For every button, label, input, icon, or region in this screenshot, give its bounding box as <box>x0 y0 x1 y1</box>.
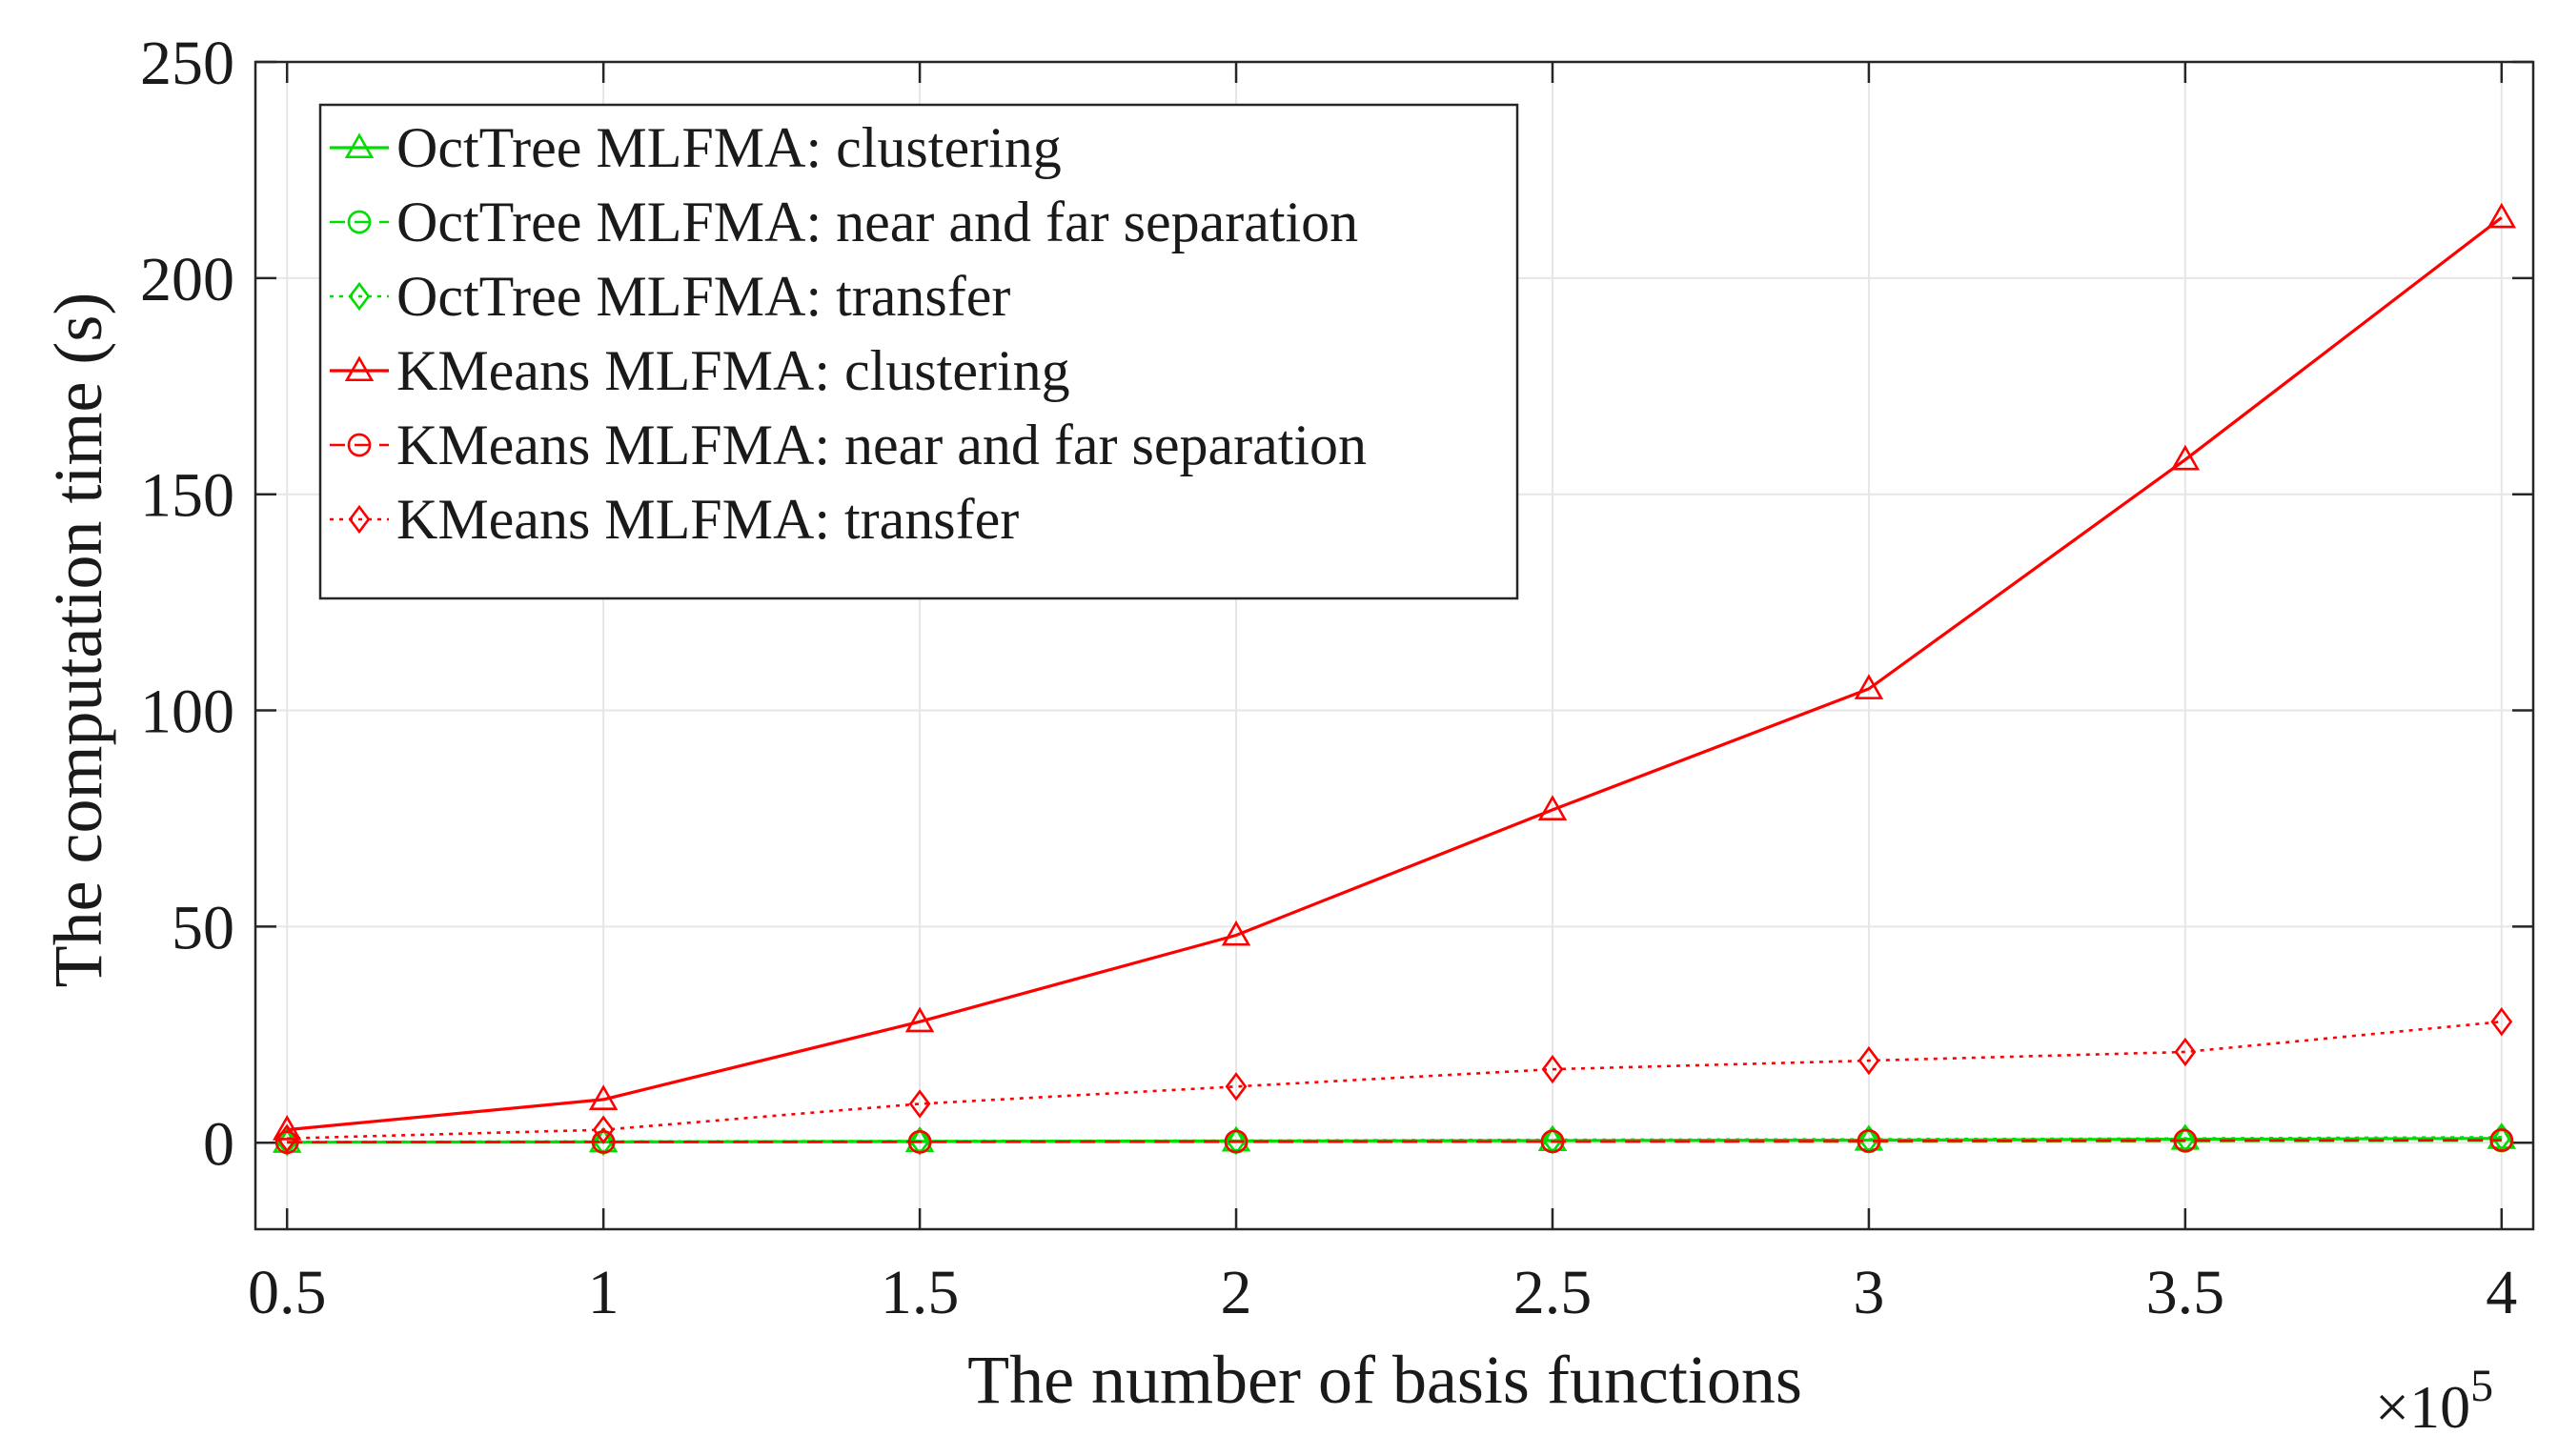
legend-label: KMeans MLFMA: clustering <box>396 339 1070 402</box>
data-point <box>1857 1129 1881 1153</box>
legend-entry: KMeans MLFMA: transfer <box>330 488 1019 551</box>
legend-marker <box>344 132 375 159</box>
y-tick-label: 250 <box>140 29 234 98</box>
x-tick-label: 4 <box>2486 1258 2517 1327</box>
data-point <box>275 1127 298 1157</box>
series-3 <box>272 202 2517 1141</box>
x-tick-label: 3 <box>1853 1258 1884 1327</box>
series-5 <box>275 1007 2513 1153</box>
data-point <box>588 1084 619 1110</box>
data-point <box>908 1089 931 1119</box>
legend-entry: OctTree MLFMA: near and far separation <box>330 191 1358 253</box>
data-point <box>2173 1128 2198 1153</box>
legend-label: KMeans MLFMA: near and far separation <box>396 414 1367 476</box>
x-tick-label: 2 <box>1221 1258 1252 1327</box>
data-point <box>1224 1129 1249 1154</box>
x-tick-label: 0.5 <box>248 1258 327 1327</box>
legend-marker <box>348 281 371 312</box>
data-point <box>2174 1037 2197 1067</box>
data-point <box>1541 1054 1564 1084</box>
data-point <box>1225 1072 1248 1102</box>
data-point <box>904 1006 935 1033</box>
data-point <box>2490 1007 2513 1037</box>
y-tick-label: 50 <box>172 893 234 962</box>
y-tick-label: 200 <box>140 245 234 314</box>
series-line <box>287 1136 2502 1143</box>
series-line <box>287 1139 2502 1144</box>
series-4 <box>274 1128 2514 1155</box>
series-line <box>287 216 2503 1132</box>
data-series <box>272 202 2517 1157</box>
x-tick-label: 1 <box>588 1258 619 1327</box>
x-axis-title: The number of basis functions <box>967 1342 1802 1418</box>
x-tick-label: 1.5 <box>881 1258 960 1327</box>
x-axis-multiplier-exponent: 5 <box>2470 1361 2493 1411</box>
x-tick-label: 3.5 <box>2146 1258 2225 1327</box>
data-point <box>1221 920 1251 946</box>
plot-area-frame <box>254 60 2535 1231</box>
data-point <box>2170 444 2201 471</box>
legend-entry: KMeans MLFMA: clustering <box>330 339 1070 402</box>
data-point <box>591 1130 616 1154</box>
data-point <box>592 1126 615 1157</box>
data-point <box>272 1115 302 1141</box>
y-tick-label: 100 <box>140 677 234 747</box>
data-point <box>1854 674 1884 699</box>
data-point <box>1537 795 1568 820</box>
data-point <box>588 1126 619 1153</box>
legend-entry: OctTree MLFMA: clustering <box>330 116 1062 179</box>
data-point <box>907 1130 932 1154</box>
data-point <box>2489 1128 2514 1152</box>
data-point <box>2170 1124 2201 1150</box>
legend-label: KMeans MLFMA: transfer <box>396 488 1019 551</box>
data-point <box>275 1123 298 1153</box>
legend-box <box>318 103 1519 600</box>
x-axis-multiplier-base: ×10 <box>2375 1373 2470 1441</box>
x-tick-label: 2.5 <box>1513 1258 1593 1327</box>
legend-marker <box>348 504 371 535</box>
y-axis-title: The computation time (s) <box>40 293 116 988</box>
legend-entry: KMeans MLFMA: near and far separation <box>330 414 1367 476</box>
axis-ticks: 0.5 1 1.5 2 2.5 3 3.5 4 0 50 100 150 200 250 <box>140 29 2533 1327</box>
legend-marker <box>347 433 372 457</box>
legend: OctTree MLFMA: clustering OctTree MLFMA: … <box>318 103 1519 600</box>
data-point <box>2487 202 2517 229</box>
y-tick-label: 0 <box>203 1109 234 1179</box>
x-axis-multiplier: ×105 <box>2375 1361 2493 1441</box>
legend-marker <box>344 355 375 382</box>
data-point <box>1858 1045 1880 1076</box>
legend-marker <box>347 210 372 234</box>
data-point <box>592 1115 615 1144</box>
legend-label: OctTree MLFMA: clustering <box>396 116 1062 179</box>
series-line <box>287 1020 2502 1141</box>
legend-label: OctTree MLFMA: transfer <box>396 265 1010 328</box>
y-tick-label: 150 <box>140 461 234 531</box>
legend-label: OctTree MLFMA: near and far separation <box>396 191 1358 253</box>
data-point <box>1540 1129 1565 1154</box>
legend-entry: OctTree MLFMA: transfer <box>330 265 1010 328</box>
